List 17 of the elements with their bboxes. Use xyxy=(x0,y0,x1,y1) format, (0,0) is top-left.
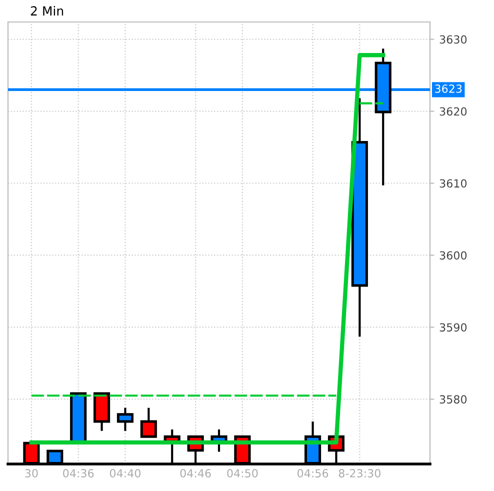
ref-line-label: 3623 xyxy=(435,84,462,93)
chart-title: 2 Min xyxy=(30,6,64,16)
x-tick-label: 04:36 xyxy=(63,469,94,478)
x-tick-label: 04:40 xyxy=(110,469,140,478)
y-tick-label: 3590 xyxy=(440,323,467,332)
candlestick xyxy=(140,406,157,438)
y-tick-label: 3630 xyxy=(440,35,467,44)
x-tick-label: 04:46 xyxy=(180,469,211,478)
y-tick-label: 3610 xyxy=(440,179,467,188)
x-tick-label: 8-23:30 xyxy=(338,469,380,478)
y-tick-label: 3580 xyxy=(440,395,467,404)
x-tick-label: 04:56 xyxy=(298,469,328,478)
y-tick-label: 3620 xyxy=(440,107,467,116)
y-tick-label: 3600 xyxy=(440,251,467,260)
x-tick-label: 30 xyxy=(25,469,38,478)
candlestick xyxy=(116,406,134,432)
x-tick-label: 04:50 xyxy=(227,469,258,478)
